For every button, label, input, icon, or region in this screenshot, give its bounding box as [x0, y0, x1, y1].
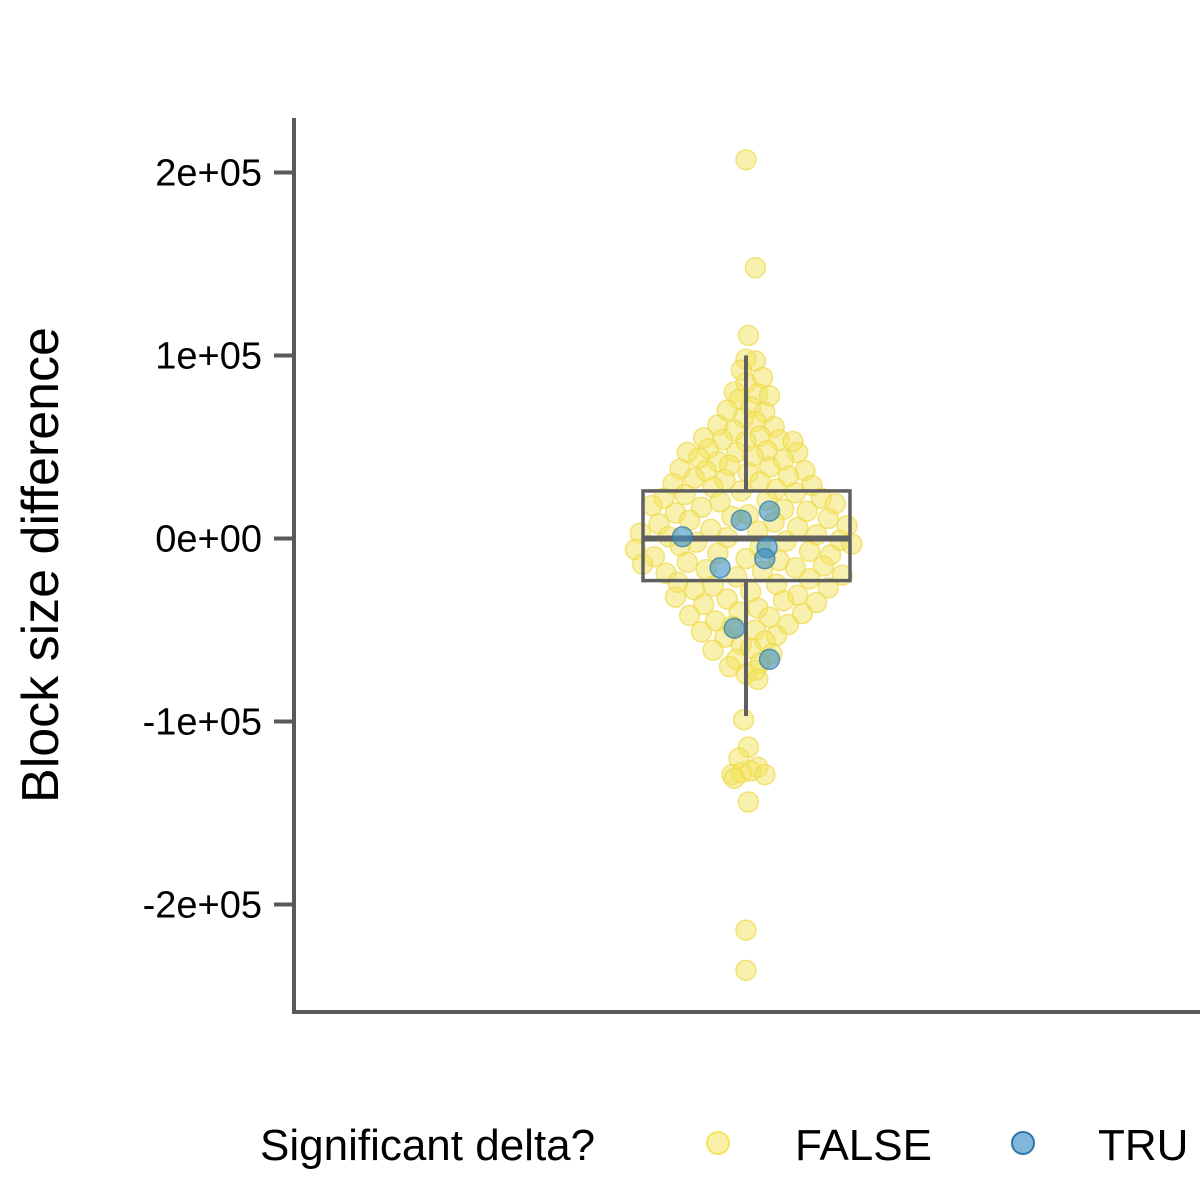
data-point: [758, 500, 781, 522]
data-point: [683, 467, 706, 489]
data-point: [805, 591, 828, 614]
data-point: [709, 557, 731, 579]
data-point: [664, 586, 687, 608]
data-point: [737, 324, 760, 347]
legend: Significant delta? FALSE TRU: [260, 1121, 1188, 1170]
y-tick-label: -1e+05: [143, 702, 262, 744]
data-point: [723, 617, 746, 639]
legend-title: Significant delta?: [260, 1121, 595, 1170]
data-point: [758, 648, 781, 671]
data-point: [735, 919, 757, 941]
data-point: [671, 525, 694, 548]
data-point: [754, 547, 776, 570]
data-point: [723, 767, 746, 789]
data-point: [772, 589, 795, 612]
data-point: [812, 555, 835, 577]
data-point: [674, 483, 696, 506]
data-point: [702, 639, 724, 661]
data-point: [730, 509, 753, 531]
data-point: [754, 763, 776, 786]
data-point: [791, 602, 814, 625]
y-tick-label: 2e+05: [155, 153, 262, 195]
data-point: [732, 708, 755, 731]
data-point: [737, 791, 760, 813]
data-point: [641, 494, 663, 517]
data-point: [678, 604, 701, 627]
y-axis-title: Block size difference: [12, 327, 70, 803]
true-points-layer: [671, 500, 781, 671]
axes: [292, 118, 1200, 1014]
false-points-layer: [624, 148, 863, 982]
data-point: [692, 593, 715, 616]
y-tick-label: 0e+00: [155, 519, 262, 561]
data-point: [817, 507, 840, 530]
data-point: [817, 577, 840, 599]
data-point: [758, 606, 781, 628]
y-ticks: 2e+05 1e+05 0e+00 -1e+05 -2e+05: [143, 153, 294, 927]
data-point: [747, 668, 769, 691]
data-point: [798, 568, 821, 590]
legend-swatch-true: [1011, 1131, 1035, 1155]
y-tick-label: -2e+05: [143, 885, 262, 927]
data-point: [735, 148, 757, 171]
legend-swatch-false: [706, 1131, 730, 1155]
data-point: [784, 482, 807, 504]
legend-label-false: FALSE: [795, 1121, 932, 1170]
data-point: [784, 557, 807, 579]
data-point: [796, 500, 818, 522]
data-point: [744, 256, 767, 279]
data-point: [690, 621, 713, 643]
y-tick-label: 1e+05: [155, 336, 262, 378]
data-point: [735, 547, 757, 570]
data-point: [676, 551, 699, 574]
data-point: [735, 959, 757, 982]
legend-label-true: TRU: [1098, 1121, 1188, 1170]
